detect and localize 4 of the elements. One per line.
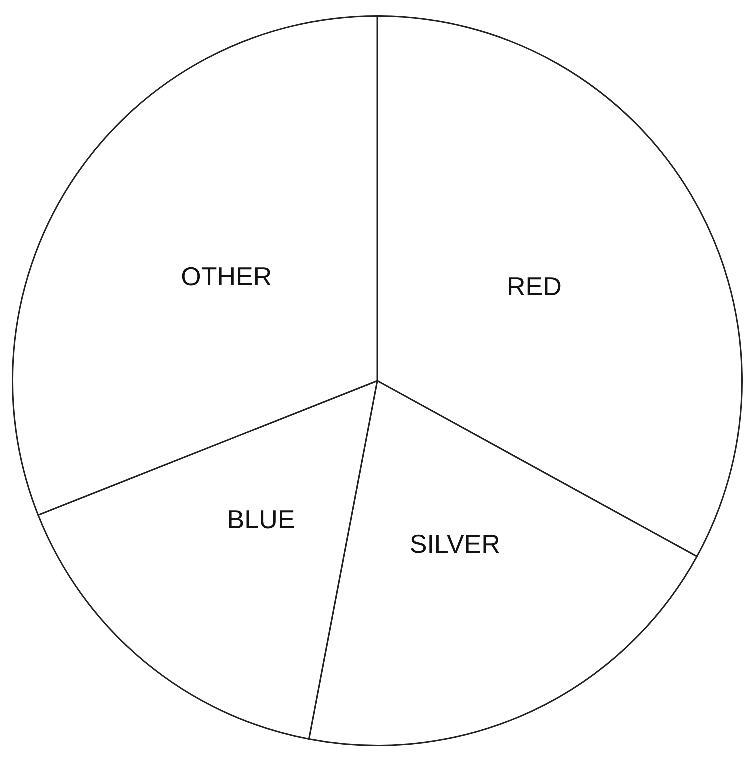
slice-label: OTHER [181, 262, 272, 292]
slice-label: BLUE [227, 504, 296, 535]
slice-label: RED [507, 271, 562, 302]
slice-label: SILVER [410, 529, 500, 560]
